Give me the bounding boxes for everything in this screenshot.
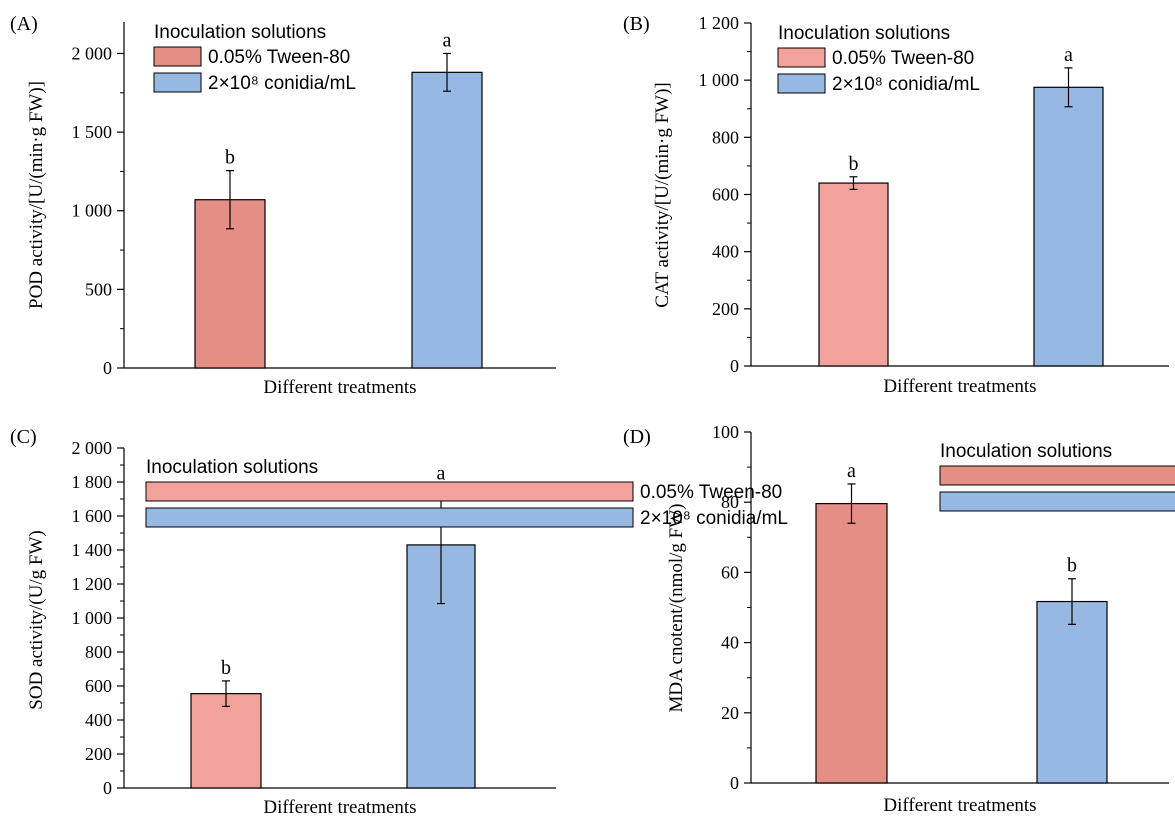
bar-conidia xyxy=(1036,600,1108,784)
significance-letter: b xyxy=(221,657,231,679)
y-axis-label: SOD activity/(U/g FW) xyxy=(26,530,47,709)
legend-swatch xyxy=(153,72,202,93)
y-tick-label: 1 600 xyxy=(72,506,113,526)
significance-letter: b xyxy=(849,153,859,175)
legend-swatch xyxy=(777,73,826,94)
legend: Inoculation solutions 0.05% Tween-80 2×10⁸… xyxy=(153,22,356,94)
y-tick-label: 60 xyxy=(721,562,739,582)
y-tick-label: 600 xyxy=(85,676,112,696)
legend-swatch xyxy=(145,507,634,528)
y-tick-label: 800 xyxy=(712,127,739,147)
panel-label: (C) xyxy=(10,426,37,448)
x-axis-label: Different treatments xyxy=(263,797,416,817)
legend-entry-label: 0.05% Tween-80 xyxy=(832,48,974,69)
legend-swatch xyxy=(145,481,634,502)
y-axis-label: POD activity/[U/(min·g FW)] xyxy=(26,81,47,309)
bar-tween-80 xyxy=(818,182,889,367)
legend-swatch xyxy=(153,46,202,67)
y-tick-label: 400 xyxy=(85,710,112,730)
y-tick-label: 2 000 xyxy=(72,43,113,63)
significance-letter: a xyxy=(443,29,452,51)
panel-label: (A) xyxy=(10,13,38,35)
y-axis-label: MDA cnotent/(nmol/g FW) xyxy=(666,504,687,713)
y-tick-label: 1 000 xyxy=(72,608,113,628)
y-tick-label: 0 xyxy=(103,358,112,378)
legend-swatch xyxy=(939,491,1175,512)
legend-entry-label: 0.05% Tween-80 xyxy=(640,482,782,503)
legend-swatch xyxy=(939,465,1175,486)
significance-letter: b xyxy=(225,147,235,169)
y-tick-label: 1 500 xyxy=(72,122,113,142)
legend-title: Inoculation solutions xyxy=(146,457,318,478)
y-tick-label: 1 200 xyxy=(72,574,113,594)
legend-entry-label: 2×10⁸ conidia/mL xyxy=(832,74,980,95)
panel-a: (A) 0 500 1 000 1 500 2 000 POD activity/[U/(m… xyxy=(10,13,556,398)
y-axis-label: CAT activity/[U/(min·g FW)] xyxy=(652,82,673,308)
y-tick-label: 600 xyxy=(712,185,739,205)
x-axis-label: Different treatments xyxy=(883,376,1036,397)
legend-title: Inoculation solutions xyxy=(154,22,326,43)
bar-tween-80 xyxy=(815,503,888,784)
y-tick-label: 2 000 xyxy=(72,438,113,458)
y-tick-label: 80 xyxy=(721,492,739,512)
y-tick-label: 100 xyxy=(712,422,739,442)
y-tick-label: 40 xyxy=(721,633,739,653)
y-tick-label: 800 xyxy=(85,642,112,662)
panel-label: (B) xyxy=(623,13,650,35)
y-tick-label: 0 xyxy=(730,356,739,376)
legend-title: Inoculation solutions xyxy=(940,441,1112,462)
y-tick-label: 1 800 xyxy=(72,472,113,492)
legend-entry-label: 2×10⁸ conidia/mL xyxy=(640,508,788,529)
legend: Inoculation solutions 0.05% Tween-80 2×10⁸… xyxy=(777,23,980,95)
y-tick-label: 200 xyxy=(712,299,739,319)
y-tick-label: 400 xyxy=(712,242,739,262)
bar-conidia xyxy=(411,71,483,369)
legend-entry-label: 0.05% Tween-80 xyxy=(208,47,350,68)
y-tick-label: 0 xyxy=(730,773,739,793)
panel-b: (B) 0 200 400 600 800 1 000 1 200 CAT activity/[… xyxy=(623,13,1169,397)
y-tick-label: 1 400 xyxy=(72,540,113,560)
y-tick-label: 1 200 xyxy=(699,13,740,33)
y-tick-label: 1 000 xyxy=(699,70,740,90)
significance-letter: a xyxy=(847,460,856,482)
y-tick-label: 20 xyxy=(721,703,739,723)
significance-letter: a xyxy=(1064,44,1073,66)
bar-conidia xyxy=(1033,86,1104,367)
significance-letter: a xyxy=(437,462,446,484)
x-axis-label: Different treatments xyxy=(883,795,1036,816)
legend-title: Inoculation solutions xyxy=(778,23,950,44)
y-tick-label: 1 000 xyxy=(72,201,113,221)
y-tick-label: 200 xyxy=(85,744,112,764)
legend-entry-label: 2×10⁸ conidia/mL xyxy=(208,73,356,94)
panel-d: (D) 0 20 40 60 80 100 MDA cnotent/(nmol/g FW) Di… xyxy=(623,422,1175,816)
significance-letter: b xyxy=(1067,555,1077,577)
legend: Inoculation solutions 0.05% Tween-80 2×10⁸… xyxy=(145,457,788,529)
y-tick-label: 500 xyxy=(85,279,112,299)
y-tick-label: 0 xyxy=(103,778,112,798)
legend-swatch xyxy=(777,47,826,68)
bar-tween-80 xyxy=(190,693,262,789)
panel-label: (D) xyxy=(623,426,651,448)
x-axis-label: Different treatments xyxy=(263,377,416,398)
